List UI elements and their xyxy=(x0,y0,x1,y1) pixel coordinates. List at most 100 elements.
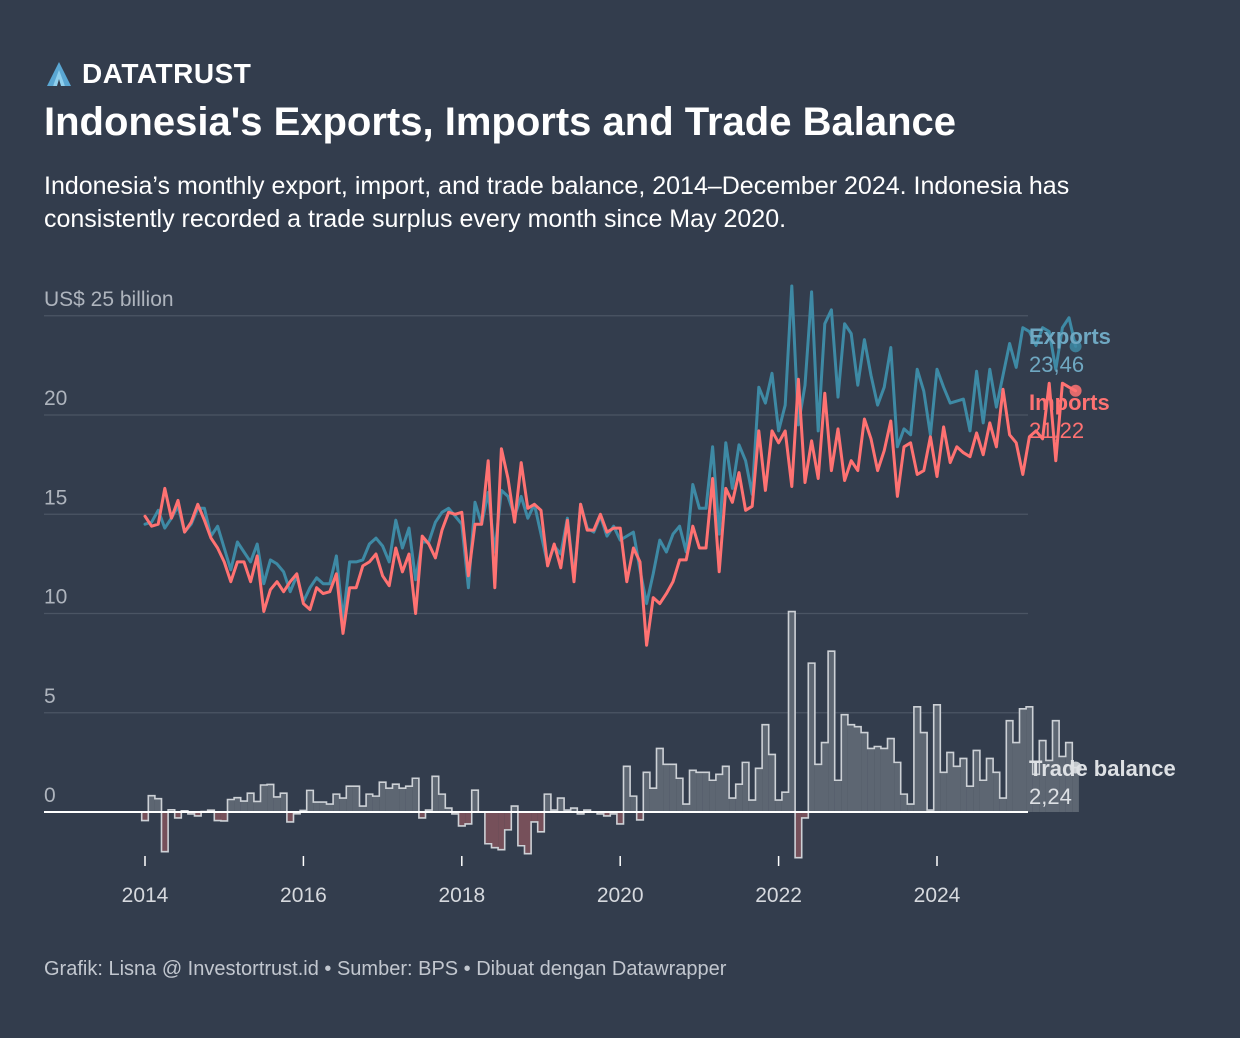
balance-bar xyxy=(649,788,657,812)
balance-bar xyxy=(385,788,393,812)
trade-balance-value-label: 2,24 xyxy=(1029,784,1072,809)
balance-bar xyxy=(603,812,611,816)
balance-bar xyxy=(742,762,749,812)
balance-bar xyxy=(405,786,413,812)
balance-bar xyxy=(1019,708,1027,812)
x-tick-label: 2020 xyxy=(597,884,644,907)
balance-bar xyxy=(828,651,835,812)
balance-bar xyxy=(946,752,954,812)
balance-bar xyxy=(359,806,367,812)
balance-bar xyxy=(841,714,848,812)
balance-bar xyxy=(630,796,637,812)
balance-bar xyxy=(993,772,1000,812)
imports-label: Imports xyxy=(1029,390,1110,415)
balance-bar xyxy=(999,798,1007,812)
balance-bar xyxy=(1059,756,1066,812)
y-tick-label: US$ 25 billion xyxy=(44,288,174,311)
balance-bar xyxy=(715,774,723,812)
balance-bar xyxy=(280,793,287,812)
balance-bar xyxy=(174,812,182,818)
balance-bar xyxy=(768,754,776,812)
balance-bar xyxy=(834,780,842,812)
line-series xyxy=(143,284,1078,647)
balance-bar xyxy=(465,812,472,824)
balance-bar xyxy=(616,812,624,824)
balance-bar xyxy=(418,812,426,818)
balance-bar xyxy=(148,795,155,812)
balance-bar xyxy=(847,724,855,812)
datatrust-logo-icon xyxy=(47,62,71,86)
balance-bar xyxy=(1026,706,1033,812)
balance-bar xyxy=(438,794,446,812)
balance-bar xyxy=(234,797,241,812)
balance-bar xyxy=(339,798,347,812)
balance-bar xyxy=(900,794,908,812)
balance-bar xyxy=(326,804,334,812)
balance-bar xyxy=(240,801,248,812)
y-tick-label: 0 xyxy=(44,784,56,807)
balance-bar xyxy=(141,812,149,821)
y-tick-label: 10 xyxy=(44,586,67,609)
balance-bar xyxy=(979,780,987,812)
balance-bar xyxy=(253,801,261,812)
balance-bar xyxy=(570,808,578,812)
balance-bar xyxy=(940,772,947,812)
balance-bar xyxy=(973,750,980,812)
balance-bar xyxy=(801,812,809,818)
balance-bar xyxy=(491,812,499,848)
balance-bar xyxy=(260,785,268,812)
balance-bar xyxy=(346,786,353,812)
source-credit: Grafik: Lisna @ Investortrust.id • Sumbe… xyxy=(44,958,727,980)
balance-bar xyxy=(735,784,743,812)
balance-bar xyxy=(306,790,314,812)
balance-bar xyxy=(1039,740,1046,812)
brand: DATATRUST xyxy=(46,58,251,90)
balance-bar xyxy=(669,764,677,812)
balance-bar xyxy=(247,793,254,812)
balance-bar xyxy=(623,766,631,812)
balance-bar xyxy=(729,798,736,812)
series-labels: Exports 23,46 Imports 21,22 Trade balance 2,2… xyxy=(1029,324,1176,809)
balance-bar xyxy=(498,812,505,850)
balance-bar xyxy=(808,663,815,812)
balance-bar xyxy=(1006,720,1013,812)
balance-bar xyxy=(392,784,400,812)
balance-bar xyxy=(676,778,683,812)
balance-bar xyxy=(788,611,796,812)
exports-label: Exports xyxy=(1029,324,1111,349)
chart-title: Indonesia's Exports, Imports and Trade B… xyxy=(44,100,956,144)
balance-bar xyxy=(1032,774,1040,812)
balance-bar xyxy=(484,812,492,844)
balance-bar xyxy=(445,808,452,812)
balance-bar xyxy=(913,706,921,812)
trade-balance-series xyxy=(140,610,1079,859)
balance-bar xyxy=(636,812,644,820)
balance-bar xyxy=(227,799,235,812)
balance-bar xyxy=(267,784,274,812)
balance-bar xyxy=(663,764,670,812)
balance-bar xyxy=(887,738,895,812)
balance-bar xyxy=(960,758,967,812)
balance-bar xyxy=(696,772,703,812)
balance-bar xyxy=(689,770,697,812)
y-tick-label: 20 xyxy=(44,387,67,410)
balance-bar xyxy=(458,812,466,826)
balance-bar xyxy=(1012,742,1020,812)
balance-bar xyxy=(504,812,512,830)
y-axis-labels: US$ 25 billion 20 15 10 5 0 xyxy=(44,288,174,807)
balance-bar xyxy=(781,792,789,812)
balance-bar xyxy=(933,704,941,812)
balance-bar xyxy=(748,800,756,812)
balance-bar xyxy=(313,802,320,812)
imports-end-dot xyxy=(1069,384,1082,397)
exports-line xyxy=(143,284,1078,621)
imports-value-label: 21,22 xyxy=(1029,418,1084,443)
trade-balance-label: Trade balance xyxy=(1029,756,1176,781)
balance-bar xyxy=(966,786,974,812)
balance-outline xyxy=(140,610,1079,859)
balance-bar xyxy=(432,776,439,812)
balance-bar xyxy=(920,732,928,812)
balance-bar xyxy=(682,804,690,812)
balance-bar xyxy=(880,748,888,812)
balance-bar xyxy=(214,812,221,821)
